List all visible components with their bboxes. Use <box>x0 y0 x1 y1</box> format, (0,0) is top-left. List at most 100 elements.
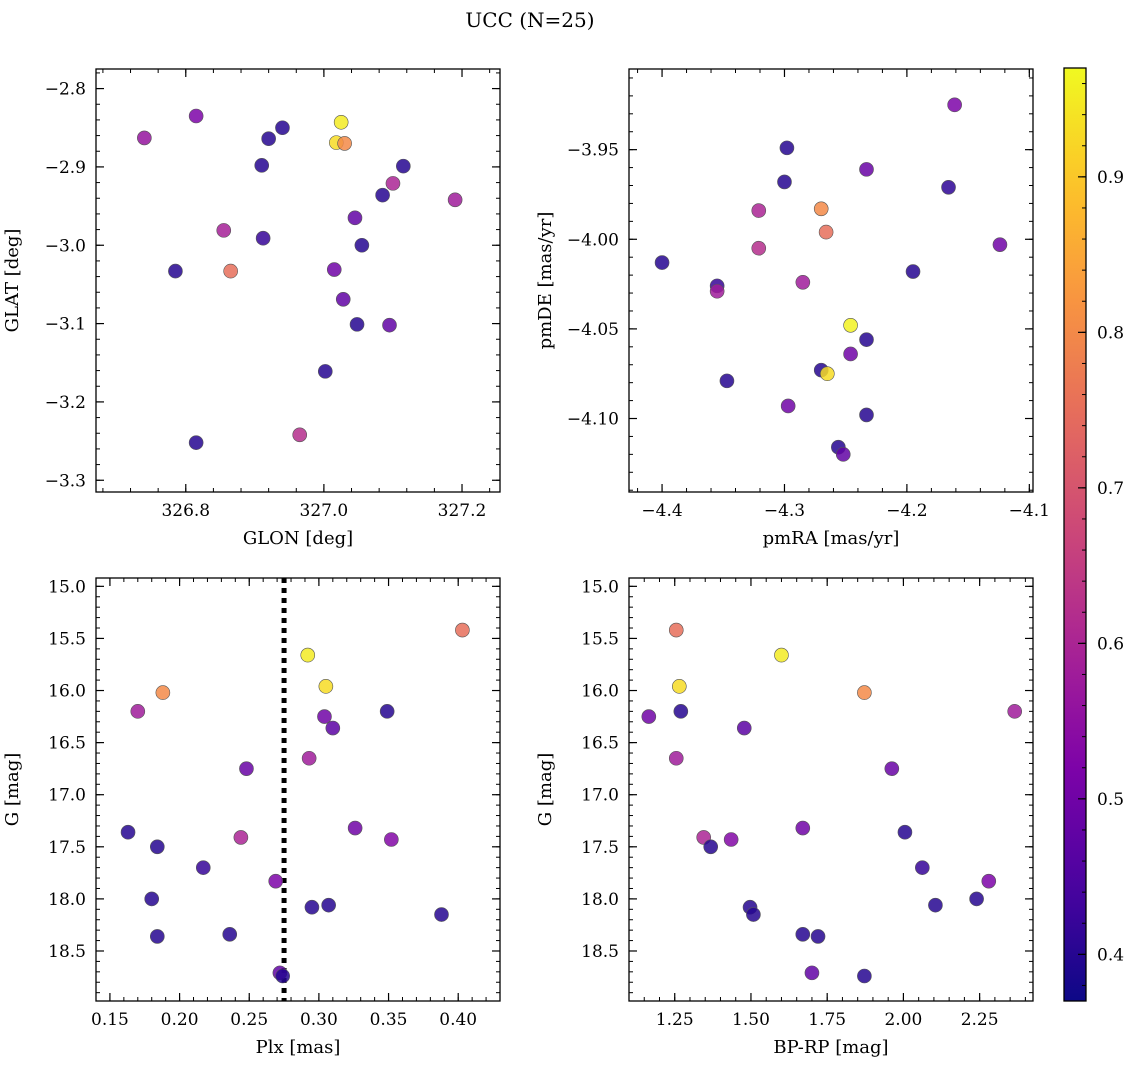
data-point <box>654 255 670 270</box>
data-point <box>795 274 811 290</box>
x-tick-label: −4.2 <box>886 501 927 521</box>
data-point <box>188 108 204 124</box>
data-point <box>859 162 874 177</box>
data-point <box>325 720 341 736</box>
data-point <box>447 192 463 208</box>
x-tick-label: 0.15 <box>91 1010 129 1030</box>
y-tick-label: −4.00 <box>567 230 619 250</box>
x-tick-label: 1.25 <box>656 1010 694 1030</box>
y-tick-label: −3.1 <box>45 315 86 335</box>
data-point <box>155 685 171 700</box>
data-point <box>434 907 449 922</box>
data-point <box>709 283 725 299</box>
data-point <box>255 230 271 246</box>
y-tick-label: 18.5 <box>581 942 619 962</box>
data-point <box>884 761 900 776</box>
colorbar-tick-label: 0.9 <box>1097 168 1124 188</box>
y-tick-label: −3.3 <box>45 471 86 491</box>
data-point <box>268 873 284 889</box>
data-point <box>668 622 684 638</box>
x-tick-label: −4.3 <box>764 501 805 521</box>
data-point <box>144 891 160 907</box>
data-point <box>354 237 370 253</box>
x-tick-label: 1.50 <box>732 1010 770 1030</box>
data-point <box>275 968 290 984</box>
colorbar-bar <box>1063 67 1087 1002</box>
data-point <box>777 174 792 190</box>
colorbar-tick-label: 0.8 <box>1097 323 1124 343</box>
data-point <box>168 263 183 279</box>
data-point <box>1007 704 1023 719</box>
data-point <box>857 685 872 700</box>
data-point <box>818 224 834 240</box>
data-point <box>751 203 767 218</box>
data-point <box>746 907 761 922</box>
data-point <box>396 158 411 174</box>
data-point <box>239 761 254 776</box>
y-tick-label: 15.0 <box>48 577 86 597</box>
y-tick-label: 16.0 <box>581 682 619 702</box>
y-tick-label: 15.5 <box>581 629 619 649</box>
y-axis-label: G [mag] <box>2 753 23 826</box>
data-point <box>149 929 165 944</box>
y-tick-label: 17.5 <box>48 838 86 858</box>
data-point <box>149 839 165 855</box>
y-tick-label: −3.0 <box>45 236 86 256</box>
data-point <box>703 839 719 855</box>
data-point <box>321 897 336 913</box>
scatter-panels: 326.8 327.0 327.2 −2.8 −2.9 −3.0 −3.1 −3.2 −3.3 G… <box>2 68 1050 1058</box>
axes-frame <box>95 68 501 493</box>
data-point <box>233 830 249 845</box>
data-point <box>736 720 752 736</box>
data-point <box>347 820 363 836</box>
y-tick-label: 18.5 <box>48 942 86 962</box>
x-axis-label: pmRA [mas/yr] <box>763 528 900 549</box>
data-point <box>723 832 739 847</box>
y-tick-label: 18.0 <box>581 890 619 910</box>
data-point <box>795 927 811 942</box>
axes-frame <box>628 68 1034 493</box>
data-point <box>292 427 308 443</box>
data-point <box>304 899 320 915</box>
colorbar-tick-label: 0.5 <box>1097 790 1124 810</box>
y-tick-label: 17.5 <box>581 838 619 858</box>
y-axis-label: pmDE [mas/yr] <box>535 212 556 350</box>
data-point <box>820 366 835 382</box>
y-tick-label: 17.0 <box>48 786 86 806</box>
data-point <box>859 332 874 347</box>
data-point <box>216 223 232 238</box>
y-tick-label: −2.8 <box>45 80 86 100</box>
x-tick-label: 0.25 <box>230 1010 268 1030</box>
data-point <box>795 820 811 836</box>
data-point <box>347 210 363 226</box>
data-point <box>455 622 470 638</box>
data-point <box>905 264 921 279</box>
data-point <box>335 291 351 307</box>
scatter-panel-4: 1.25 1.50 1.75 2.00 2.25 15.0 15.5 16.0 16.5 17.0… <box>535 577 1034 1058</box>
x-tick-label: 1.75 <box>808 1010 846 1030</box>
colorbar: 0.4 0.5 0.6 0.7 0.8 0.9 <box>1063 67 1124 1002</box>
y-tick-label: −4.05 <box>567 320 619 340</box>
x-tick-label: 0.20 <box>161 1010 199 1030</box>
data-point <box>300 647 316 663</box>
data-point <box>779 140 795 156</box>
data-point <box>859 407 874 423</box>
colorbar-tick-label: 0.4 <box>1097 945 1124 965</box>
data-point <box>222 927 238 942</box>
x-axis-label: Plx [mas] <box>256 1037 341 1058</box>
data-point <box>195 860 211 875</box>
y-tick-label: 18.0 <box>48 890 86 910</box>
scatter-panel-1: 326.8 327.0 327.2 −2.8 −2.9 −3.0 −3.1 −3.2 −3.3 G… <box>2 68 501 549</box>
data-point <box>385 176 401 191</box>
data-point <box>326 262 342 277</box>
y-tick-label: 16.5 <box>48 734 86 754</box>
data-point <box>641 709 657 724</box>
y-tick-label: 16.0 <box>48 682 86 702</box>
data-point <box>301 750 317 766</box>
data-point <box>992 237 1008 252</box>
data-point <box>941 179 956 195</box>
y-tick-label: −3.2 <box>45 393 86 413</box>
data-point <box>261 131 276 147</box>
data-point <box>254 158 270 173</box>
data-point <box>223 263 238 279</box>
